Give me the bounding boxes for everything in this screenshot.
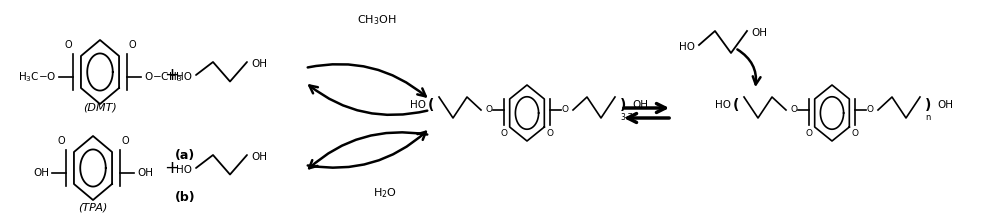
Text: 3-7: 3-7 bbox=[620, 112, 632, 122]
Text: O: O bbox=[121, 136, 129, 146]
Text: O: O bbox=[806, 128, 813, 137]
Text: O: O bbox=[500, 128, 507, 137]
Text: OH: OH bbox=[937, 100, 953, 110]
Text: O: O bbox=[851, 128, 859, 137]
Text: H$_3$C$-$O: H$_3$C$-$O bbox=[18, 70, 56, 84]
Text: HO: HO bbox=[176, 72, 192, 82]
Text: (: ( bbox=[733, 98, 739, 112]
Text: (DMT): (DMT) bbox=[83, 103, 117, 113]
Text: OH: OH bbox=[137, 168, 153, 178]
Text: O: O bbox=[791, 105, 798, 114]
Text: ): ) bbox=[620, 98, 626, 112]
Text: (TPA): (TPA) bbox=[79, 203, 107, 213]
Text: ): ) bbox=[925, 98, 932, 112]
Text: OH: OH bbox=[632, 100, 648, 110]
Text: O: O bbox=[561, 105, 568, 114]
Text: HO: HO bbox=[176, 165, 192, 175]
Text: +: + bbox=[164, 66, 179, 84]
Text: HO: HO bbox=[410, 100, 426, 110]
Text: CH$_3$OH: CH$_3$OH bbox=[358, 13, 397, 27]
Text: O: O bbox=[128, 40, 136, 50]
Text: O: O bbox=[57, 136, 65, 146]
Text: OH: OH bbox=[251, 59, 267, 69]
Text: O: O bbox=[867, 105, 874, 114]
Text: O: O bbox=[64, 40, 72, 50]
Text: OH: OH bbox=[251, 152, 267, 162]
Text: (: ( bbox=[427, 98, 434, 112]
Text: HO: HO bbox=[715, 100, 731, 110]
Text: O$-$CH$_3$: O$-$CH$_3$ bbox=[144, 70, 182, 84]
Text: H$_2$O: H$_2$O bbox=[373, 186, 397, 200]
Text: +: + bbox=[164, 159, 179, 177]
Text: n: n bbox=[925, 112, 931, 122]
Text: OH: OH bbox=[33, 168, 49, 178]
Text: O: O bbox=[547, 128, 554, 137]
Text: OH: OH bbox=[751, 28, 767, 38]
Text: O: O bbox=[486, 105, 492, 114]
Text: (b): (b) bbox=[174, 191, 195, 204]
Text: HO: HO bbox=[679, 42, 695, 52]
Text: (a): (a) bbox=[175, 149, 195, 162]
